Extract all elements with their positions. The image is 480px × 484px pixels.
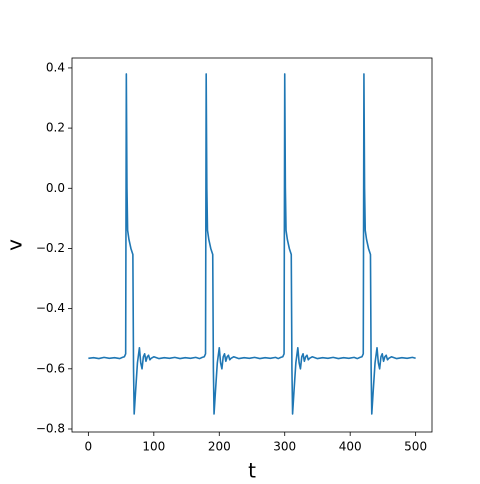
x-tick-label: 400 — [339, 440, 362, 454]
x-tick-label: 200 — [208, 440, 231, 454]
y-tick-label: 0.4 — [46, 60, 65, 74]
y-tick-label: 0.2 — [46, 121, 65, 135]
y-tick-label: −0.4 — [36, 301, 65, 315]
x-tick-label: 100 — [142, 440, 165, 454]
y-tick-label: −0.6 — [36, 361, 65, 375]
y-axis-label: v — [3, 239, 27, 251]
x-tick-label: 300 — [273, 440, 296, 454]
x-axis-label: t — [248, 459, 256, 483]
y-tick-label: 0.0 — [46, 181, 65, 195]
x-tick-label: 500 — [404, 440, 427, 454]
plot-frame — [71, 57, 433, 433]
y-tick-label: −0.2 — [36, 241, 65, 255]
x-tick-label: 0 — [85, 440, 93, 454]
line-series — [88, 73, 416, 415]
y-tick-label: −0.8 — [36, 421, 65, 435]
